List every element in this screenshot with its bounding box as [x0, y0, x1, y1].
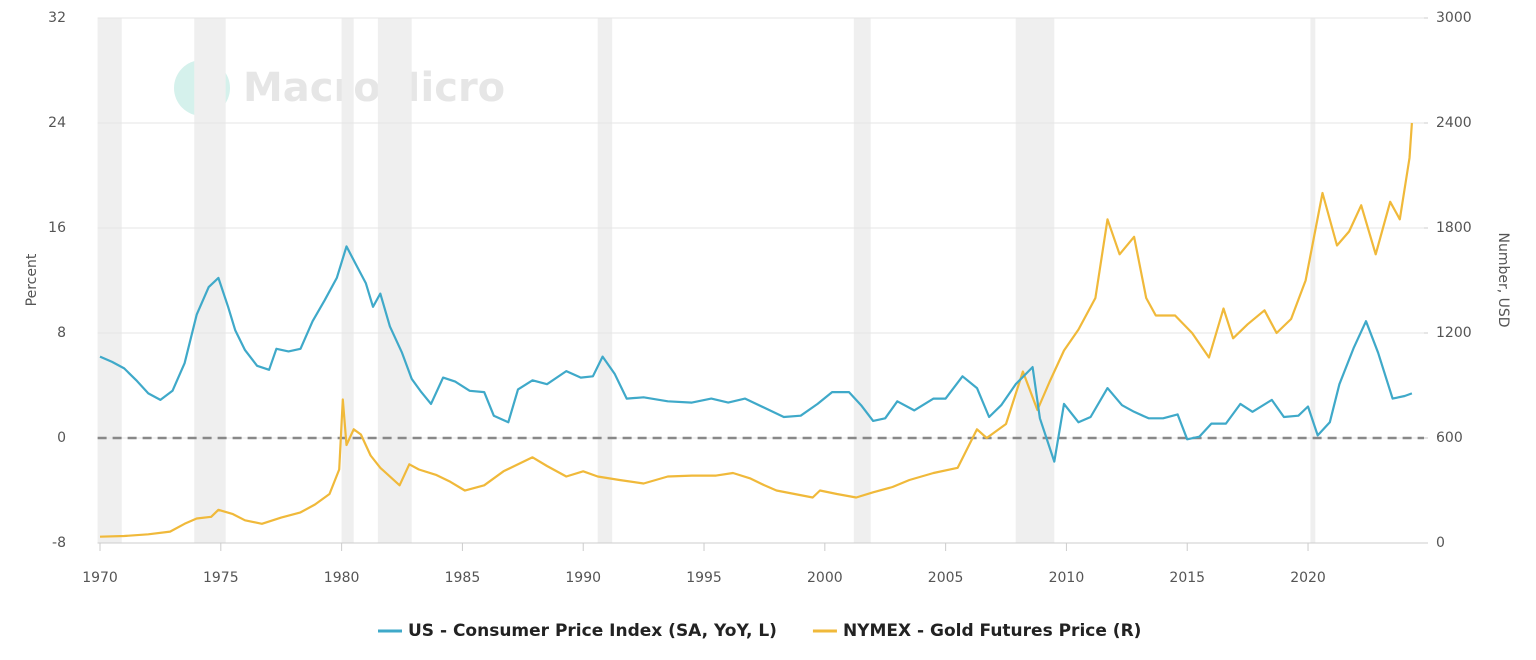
x-tick-label: 1985	[445, 570, 481, 586]
x-tick-label: 1995	[686, 570, 722, 586]
y2-axis-label: Number, USD	[1495, 232, 1511, 327]
x-tick-label: 2005	[928, 570, 964, 586]
y-tick-label: 32	[48, 10, 66, 26]
legend-label: NYMEX - Gold Futures Price (R)	[843, 621, 1142, 641]
y-tick-label: 24	[48, 115, 66, 131]
recession-band	[597, 18, 613, 543]
recession-band	[341, 18, 354, 543]
data-line	[99, 245, 1413, 463]
recession-band	[1015, 18, 1055, 543]
data-line	[99, 122, 1413, 538]
y2-tick-label: 3000	[1436, 10, 1472, 26]
y-tick-label: 8	[57, 325, 66, 341]
x-tick-label: 1980	[324, 570, 360, 586]
y2-tick-label: 0	[1436, 535, 1445, 551]
y-axis-label: Percent	[24, 253, 40, 306]
x-tick-label: 2015	[1169, 570, 1205, 586]
x-tick-label: 1975	[203, 570, 239, 586]
y-tick-label: 16	[48, 220, 66, 236]
recession-band	[97, 18, 122, 543]
y-tick-label: -8	[52, 535, 66, 551]
recession-band	[377, 18, 412, 543]
x-tick-label: 1970	[82, 570, 118, 586]
recession-band	[853, 18, 871, 543]
legend-label: US - Consumer Price Index (SA, YoY, L)	[408, 621, 777, 641]
y2-tick-label: 2400	[1436, 115, 1472, 131]
x-tick-label: 2000	[807, 570, 843, 586]
x-tick-label: 1990	[565, 570, 601, 586]
y2-tick-label: 600	[1436, 430, 1463, 446]
recession-band	[194, 18, 226, 543]
y2-tick-label: 1800	[1436, 220, 1472, 236]
y2-tick-label: 1200	[1436, 325, 1472, 341]
x-tick-label: 2020	[1290, 570, 1326, 586]
watermark: MacroMicro	[243, 65, 505, 111]
y-tick-label: 0	[57, 430, 66, 446]
x-tick-label: 2010	[1049, 570, 1085, 586]
recession-band	[1310, 18, 1316, 543]
